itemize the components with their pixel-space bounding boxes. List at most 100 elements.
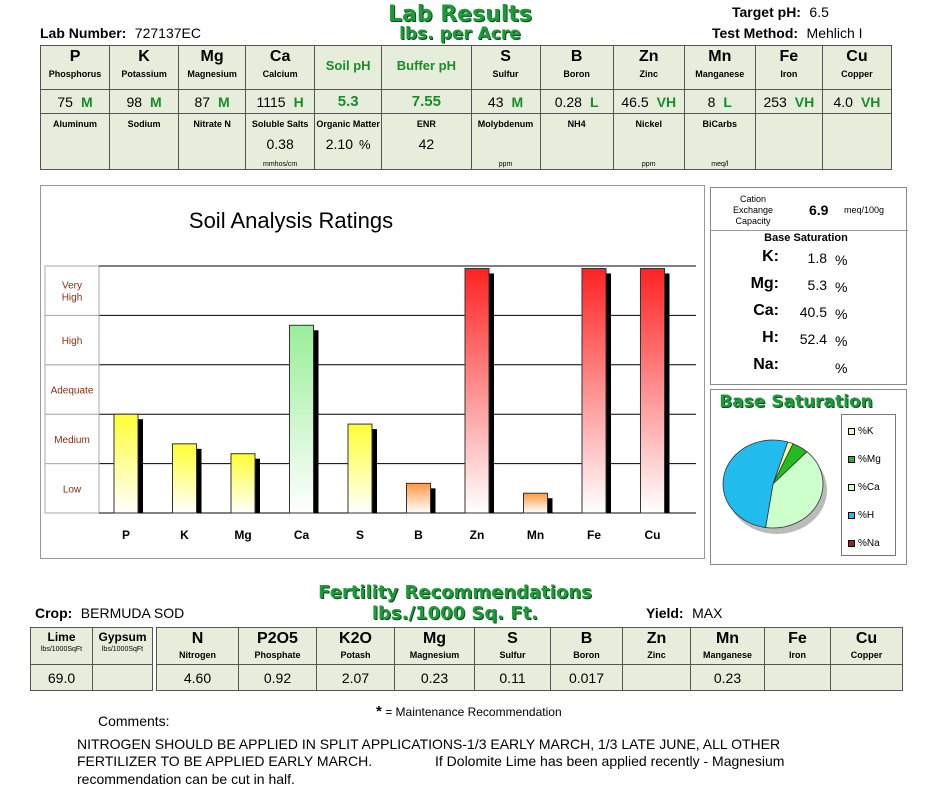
rec-value-k2o: 2.07 <box>316 664 395 691</box>
x-tick-label-p: P <box>122 528 130 542</box>
bs-value: 1.8 <box>807 250 827 266</box>
pie-chart <box>722 439 827 534</box>
comments-line-2a: FERTILIZER TO BE APPLIED EARLY MARCH. <box>77 753 373 769</box>
nutrient-value-buffer-ph: 7.55 <box>381 89 472 114</box>
rec-value-mg: 0.23 <box>394 664 475 691</box>
nutrient-symbol: S <box>500 48 511 65</box>
ratings-chart: Soil Analysis Ratings Low Medium Adequate H… <box>40 185 705 559</box>
nutrient-rating: M <box>80 93 93 110</box>
extra-name: BiCarbs <box>702 119 738 129</box>
nutrient-value-fe: 253 VH <box>754 89 823 114</box>
bar-mn <box>523 492 548 514</box>
nutrient-name: Boron <box>563 69 590 79</box>
x-tick-label-cu: Cu <box>645 528 661 542</box>
nutrient-rating: VH <box>794 93 815 110</box>
nutrient-value: 43 <box>487 93 504 110</box>
rec-value-mn: 0.23 <box>690 664 765 691</box>
bs-label: Ca: <box>753 302 779 319</box>
extra-name: NH4 <box>567 119 586 129</box>
bar-b <box>406 482 431 514</box>
rating-level-label: High <box>62 336 83 347</box>
nutrient-rating: M <box>150 93 162 110</box>
nutrient-rating: H <box>293 93 304 110</box>
nutrient-symbol: Buffer pH <box>396 58 456 73</box>
extra-cell-10 <box>754 113 823 170</box>
extra-name: Soluble Salts <box>251 119 309 129</box>
nutrient-value-zn: 46.5 VH <box>612 89 685 114</box>
bs-unit: % <box>835 360 848 376</box>
bar-k <box>172 443 197 514</box>
extra-cell-sodium: Sodium <box>109 113 180 170</box>
bs-label: Mg: <box>750 275 779 292</box>
nutrient-value: 75 <box>57 93 73 110</box>
lime-header: Lime lbs/1000SqFt <box>30 627 93 665</box>
nutrient-rating: M <box>218 93 230 110</box>
nutrient-header-mg: Mg Magnesium <box>178 45 247 90</box>
nutrient-symbol: Zn <box>638 48 659 65</box>
lime-value: 69.0 <box>30 664 93 691</box>
page-subtitle: lbs. per Acre <box>399 24 521 44</box>
pie-legend: %K %Mg %Ca %H %Na <box>841 414 896 556</box>
bar-p <box>113 413 139 514</box>
nutrient-symbol: Mn <box>708 48 732 65</box>
nutrient-value: 87 <box>194 93 211 110</box>
extra-cell-bicarbs: BiCarbs meq/l <box>683 113 756 170</box>
rec-header-p2o5: P2O5 Phosphate <box>238 627 317 665</box>
test-method: Test Method: Mehlich I <box>712 25 863 41</box>
rating-band-box <box>44 314 100 366</box>
nutrient-header-zn: Zn Zinc <box>612 45 685 90</box>
rating-level-label: Low <box>63 484 82 495</box>
bs-value: 52.4 <box>799 331 827 347</box>
legend-swatch <box>848 483 855 491</box>
nutrient-table: P Phosphorus K Potassium Mg Magnesium Ca Calciu… <box>39 45 893 170</box>
nutrient-value-mg: 87 M <box>178 89 247 114</box>
maintenance-note: * = Maintenance Recommendation <box>376 703 562 720</box>
rating-band-box <box>44 463 100 514</box>
target-ph: Target pH: 6.5 <box>732 4 829 20</box>
nutrient-name: Copper <box>841 69 873 79</box>
nutrient-value: 8 <box>707 93 716 110</box>
rec-symbol: Zn <box>646 630 667 647</box>
extra-cell-molybdenum: Molybdenum ppm <box>470 113 541 170</box>
nutrient-header-cu: Cu Copper <box>821 45 893 90</box>
nutrient-rating: VH <box>860 93 881 110</box>
extra-value-wrap: 42 <box>382 136 470 152</box>
comments-line-1: NITROGEN SHOULD BE APPLIED IN SPLIT APPL… <box>77 736 781 752</box>
rating-band-box <box>44 413 100 465</box>
legend-item-h: %H <box>842 501 895 529</box>
nutrient-symbol: B <box>570 48 583 65</box>
pie-slice-ca <box>765 451 824 529</box>
legend-label: %K <box>858 425 874 437</box>
nutrient-value: 5.3 <box>337 93 359 110</box>
rec-symbol: Fe <box>788 630 807 647</box>
nutrient-value-k: 98 M <box>109 89 180 114</box>
extra-unit: mmhos/cm <box>263 161 298 168</box>
rec-symbol: S <box>507 630 518 647</box>
extra-cell-nickel: Nickel ppm <box>612 113 685 170</box>
extra-unit: ppm <box>641 161 656 168</box>
extra-name: Sodium <box>127 119 161 129</box>
extra-value: 42 <box>418 136 435 152</box>
nutrient-symbol: Cu <box>846 48 868 65</box>
extra-value-wrap: 2.10% <box>315 136 381 152</box>
x-tick-label-mn: Mn <box>527 528 544 542</box>
legend-label: %Mg <box>858 453 881 465</box>
rec-header-cu: Cu Copper <box>830 627 903 665</box>
nutrient-value-cu: 4.0 VH <box>821 89 893 114</box>
nutrient-name: Manganese <box>695 69 745 79</box>
x-tick-label-k: K <box>180 528 189 542</box>
nutrient-header-s: S Sulfur <box>470 45 541 90</box>
legend-item-na: %Na <box>842 529 895 557</box>
legend-swatch <box>848 427 855 435</box>
cec-value: 6.9 <box>809 202 829 218</box>
nutrient-symbol: Mg <box>200 48 224 65</box>
nutrient-value: 253 <box>763 93 787 110</box>
rec-value-b: 0.017 <box>550 664 623 691</box>
yield: Yield: MAX <box>646 605 723 621</box>
nutrient-header-b: B Boron <box>539 45 614 90</box>
legend-swatch <box>848 539 855 547</box>
legend-label: %H <box>858 509 875 521</box>
pie-slice-h <box>722 439 789 528</box>
bar-mg <box>230 453 256 514</box>
rec-symbol: Mg <box>422 630 447 647</box>
